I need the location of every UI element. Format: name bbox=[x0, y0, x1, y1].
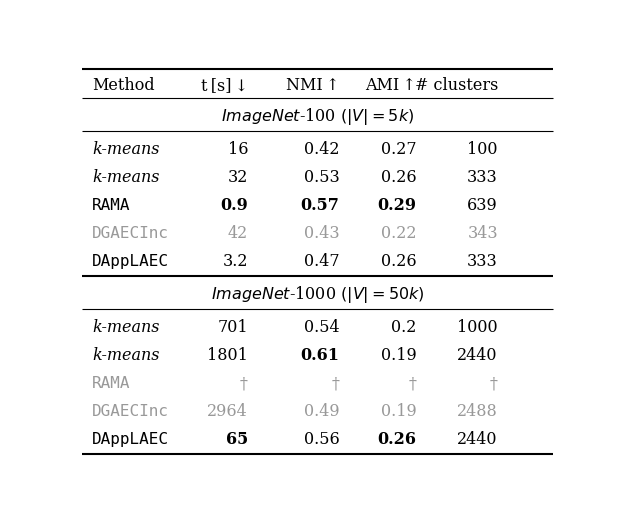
Text: 16: 16 bbox=[228, 141, 248, 158]
Text: 32: 32 bbox=[228, 169, 248, 186]
Text: 0.29: 0.29 bbox=[377, 197, 416, 214]
Text: †: † bbox=[331, 375, 339, 391]
Text: †: † bbox=[240, 375, 248, 391]
Text: RAMA: RAMA bbox=[92, 376, 130, 390]
Text: AMI ↑: AMI ↑ bbox=[365, 77, 416, 94]
Text: 1801: 1801 bbox=[207, 346, 248, 364]
Text: 0.26: 0.26 bbox=[377, 431, 416, 447]
Text: DAppLAEC: DAppLAEC bbox=[92, 254, 169, 269]
Text: 0.42: 0.42 bbox=[304, 141, 339, 158]
Text: 0.22: 0.22 bbox=[381, 225, 416, 242]
Text: k-means: k-means bbox=[92, 169, 159, 186]
Text: 0.47: 0.47 bbox=[304, 253, 339, 270]
Text: 0.19: 0.19 bbox=[381, 346, 416, 364]
Text: 639: 639 bbox=[467, 197, 498, 214]
Text: 0.27: 0.27 bbox=[381, 141, 416, 158]
Text: †: † bbox=[490, 375, 498, 391]
Text: 0.54: 0.54 bbox=[304, 319, 339, 335]
Text: 100: 100 bbox=[467, 141, 498, 158]
Text: NMI ↑: NMI ↑ bbox=[286, 77, 339, 94]
Text: 2488: 2488 bbox=[457, 402, 498, 420]
Text: 2440: 2440 bbox=[458, 346, 498, 364]
Text: 1000: 1000 bbox=[458, 319, 498, 335]
Text: 0.53: 0.53 bbox=[304, 169, 339, 186]
Text: Method: Method bbox=[92, 77, 154, 94]
Text: 42: 42 bbox=[228, 225, 248, 242]
Text: k-means: k-means bbox=[92, 319, 159, 335]
Text: †: † bbox=[408, 375, 416, 391]
Text: # clusters: # clusters bbox=[415, 77, 498, 94]
Text: $\mathit{ImageNet}$-100 $(|V| = 5k)$: $\mathit{ImageNet}$-100 $(|V| = 5k)$ bbox=[221, 106, 414, 127]
Text: t [s] ↓: t [s] ↓ bbox=[201, 77, 248, 94]
Text: DGAECInc: DGAECInc bbox=[92, 403, 169, 419]
Text: 0.57: 0.57 bbox=[301, 197, 339, 214]
Text: 0.56: 0.56 bbox=[304, 431, 339, 447]
Text: 2964: 2964 bbox=[207, 402, 248, 420]
Text: DAppLAEC: DAppLAEC bbox=[92, 432, 169, 446]
Text: 701: 701 bbox=[218, 319, 248, 335]
Text: 0.2: 0.2 bbox=[391, 319, 416, 335]
Text: 333: 333 bbox=[467, 253, 498, 270]
Text: 343: 343 bbox=[467, 225, 498, 242]
Text: 0.19: 0.19 bbox=[381, 402, 416, 420]
Text: k-means: k-means bbox=[92, 141, 159, 158]
Text: 3.2: 3.2 bbox=[223, 253, 248, 270]
Text: 65: 65 bbox=[226, 431, 248, 447]
Text: $\mathit{ImageNet}$-1000 $(|V| = 50k)$: $\mathit{ImageNet}$-1000 $(|V| = 50k)$ bbox=[211, 283, 425, 305]
Text: k-means: k-means bbox=[92, 346, 159, 364]
Text: 0.49: 0.49 bbox=[304, 402, 339, 420]
Text: 0.9: 0.9 bbox=[220, 197, 248, 214]
Text: 0.26: 0.26 bbox=[381, 169, 416, 186]
Text: 0.26: 0.26 bbox=[381, 253, 416, 270]
Text: RAMA: RAMA bbox=[92, 198, 130, 213]
Text: 0.43: 0.43 bbox=[304, 225, 339, 242]
Text: 0.61: 0.61 bbox=[300, 346, 339, 364]
Text: 2440: 2440 bbox=[458, 431, 498, 447]
Text: 333: 333 bbox=[467, 169, 498, 186]
Text: DGAECInc: DGAECInc bbox=[92, 226, 169, 241]
